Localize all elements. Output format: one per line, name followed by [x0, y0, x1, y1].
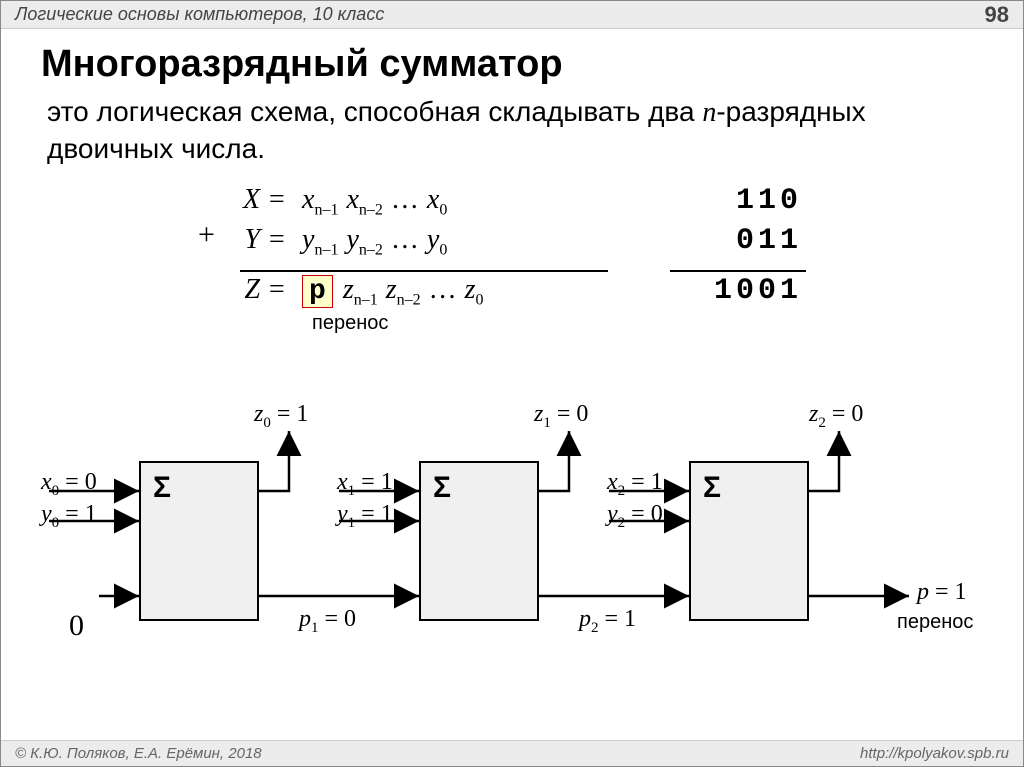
definition-text: это логическая схема, способная складыва… [1, 92, 1023, 178]
lbl-p1: p1 = 0 [299, 606, 356, 637]
fraction-rule [240, 270, 608, 272]
ex-x: 110 [682, 184, 802, 224]
example-rule [670, 270, 806, 272]
adder-box-1: Σ [419, 461, 539, 621]
lbl-x2: x2 = 1 [607, 469, 663, 500]
z-dots: … [429, 274, 457, 306]
x-n1: xn–1 [302, 184, 338, 220]
lbl-y1: y1 = 1 [337, 501, 393, 532]
ex-y: 011 [682, 224, 802, 264]
ex-z: 1001 [662, 274, 802, 314]
circuit-diagram: Σ Σ Σ x0 = 0 y0 = 1 0 z0 = 1 p1 = 0 x1 =… [39, 421, 989, 711]
adder-box-0: Σ [139, 461, 259, 621]
sigma-0: Σ [153, 471, 171, 505]
x-0: x0 [427, 184, 447, 220]
lbl-z0: z0 = 1 [254, 401, 308, 432]
lbl-x0: x0 = 0 [41, 469, 97, 500]
lbl-z1: z1 = 0 [534, 401, 588, 432]
page-number: 98 [985, 2, 1009, 28]
y-lhs: Y = [162, 224, 302, 256]
footer-bar: © К.Ю. Поляков, Е.А. Ерёмин, 2018 http:/… [1, 740, 1023, 766]
header-bar: Логические основы компьютеров, 10 класс … [1, 1, 1023, 29]
copyright-text: © К.Ю. Поляков, Е.А. Ерёмин, 2018 [15, 745, 262, 762]
def-n: n [702, 97, 716, 128]
lbl-y2: y2 = 0 [607, 501, 663, 532]
x-dots: … [391, 184, 419, 216]
p-box: p [302, 275, 333, 308]
z-lhs: Z = [162, 274, 302, 306]
carry-label: перенос [312, 312, 388, 335]
y-n1: yn–1 [302, 224, 338, 260]
z-n2: zn–2 [386, 274, 421, 310]
lbl-x1: x1 = 1 [337, 469, 393, 500]
x-lhs: X = [162, 184, 302, 216]
ex-z-wrap: 1001 [662, 274, 802, 314]
z-0: z0 [465, 274, 484, 310]
def-pre: это логическая схема, способная складыва… [47, 96, 702, 127]
lbl-carry2: перенос [897, 611, 973, 634]
sigma-2: Σ [703, 471, 721, 505]
lbl-y0: y0 = 1 [41, 501, 97, 532]
lbl-pfinal: p = 1 [917, 579, 967, 606]
z-n1: zn–1 [343, 274, 378, 310]
slide-title: Многоразрядный сумматор [1, 29, 1023, 92]
x-n2: xn–2 [346, 184, 382, 220]
example-col: 110 011 [682, 184, 802, 264]
y-0: y0 [427, 224, 447, 260]
y-dots: … [391, 224, 419, 256]
plus-sign: + [198, 218, 215, 252]
lbl-z2: z2 = 0 [809, 401, 863, 432]
lbl-c0: 0 [69, 609, 84, 643]
footer-url: http://kpolyakov.spb.ru [860, 745, 1009, 762]
slide: Логические основы компьютеров, 10 класс … [0, 0, 1024, 767]
subject-label: Логические основы компьютеров, 10 класс [15, 4, 384, 25]
math-block: + X = xn–1 xn–2 … x0 Y = yn–1 yn–2 … y0 … [162, 184, 862, 314]
adder-box-2: Σ [689, 461, 809, 621]
y-n2: yn–2 [346, 224, 382, 260]
sigma-1: Σ [433, 471, 451, 505]
lbl-p2: p2 = 1 [579, 606, 636, 637]
